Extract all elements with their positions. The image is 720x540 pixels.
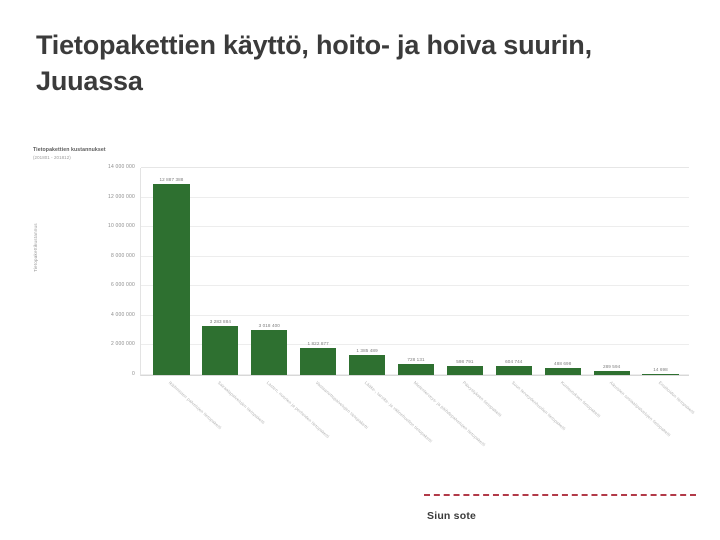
y-axis-tick-label: 14 000 000 — [107, 164, 135, 170]
x-axis-label-slot: Lasten, nuorten ja perheiden tietopakett… — [244, 378, 330, 448]
bar-item[interactable]: 3 018 400 — [245, 168, 294, 375]
y-axis-title: Tietopakettikustannus — [33, 223, 38, 272]
bar-value-label: 604 744 — [505, 359, 523, 365]
x-axis-label-slot: Vastaanottopalvelujen tietopaketti — [293, 378, 369, 448]
gridline: 10 000 000 — [108, 223, 689, 229]
plot-area: 14 000 000 12 000 000 10 000 000 8 000 000 6… — [108, 164, 689, 377]
bar-rect[interactable] — [642, 374, 679, 375]
gridline: 2 000 000 — [111, 341, 689, 347]
bar-rect[interactable] — [397, 364, 435, 375]
y-axis-tick-label: 8 000 000 — [110, 252, 135, 259]
x-axis-label-slot: Päivystyksen tietopaketti — [440, 378, 502, 448]
x-axis-label-slot: Kuntoutuksen tietopaketti — [538, 378, 601, 448]
bar-rect[interactable] — [348, 354, 386, 375]
bar-rect[interactable] — [300, 348, 337, 375]
bar-value-label: 14 698 — [653, 367, 668, 373]
bar-rect[interactable] — [495, 366, 532, 375]
bar-rect[interactable] — [446, 366, 483, 375]
bar-item[interactable]: 289 594 — [587, 168, 636, 375]
chart-subtitle: (201801 - 201812) — [33, 155, 71, 160]
x-axis-label-slot: Suun terveydenhuollon tietopaketti — [489, 378, 566, 448]
x-axis-label-slot: Ensihoidon tietopaketti — [636, 378, 695, 448]
bar-item[interactable]: 3 283 884 — [196, 168, 245, 375]
bar-item[interactable]: 12 887 388 — [147, 168, 196, 375]
bar-value-label: 12 887 388 — [159, 177, 184, 183]
y-axis-tick-label: 4 000 000 — [110, 311, 135, 318]
bar-value-label: 3 283 884 — [209, 319, 232, 325]
bar-rect[interactable] — [202, 326, 239, 375]
bar-value-label: 488 698 — [554, 360, 572, 366]
gridline: 6 000 000 — [111, 282, 689, 288]
bar-value-label: 1 822 877 — [307, 341, 329, 347]
y-axis-tick-label: 12 000 000 — [107, 193, 135, 200]
bar-item[interactable]: 604 744 — [489, 168, 538, 375]
bar-series: 12 887 388 3 283 884 3 018 400 1 822 877 1 3… — [141, 168, 689, 375]
footer-brand: Siun sote — [427, 510, 477, 522]
y-axis-tick-label: 0 — [132, 371, 135, 377]
gridline: 12 000 000 — [108, 194, 689, 200]
chart-container: Tietopakettien kustannukset (201801 - 20… — [25, 142, 697, 452]
bar-item[interactable]: 488 698 — [538, 168, 587, 375]
page-title: Tietopakettien käyttö, hoito- ja hoiva s… — [36, 30, 592, 96]
x-axis-label-slot: Lääke-, tarvike- ja välinehuollon tietop… — [342, 378, 433, 448]
bar-rect[interactable] — [153, 184, 190, 375]
x-axis-label-slot: Ikäihmisten palvelujen tietopaketti — [146, 378, 222, 448]
bar-item[interactable]: 1 385 489 — [343, 168, 392, 375]
x-axis-label-slot: Sairaalapalvelujen tietopaketti — [195, 378, 265, 448]
bar-value-label: 1 385 489 — [356, 347, 378, 353]
y-axis-tick-label: 6 000 000 — [110, 282, 135, 289]
x-axis-tick-label: Ensihoidon tietopaketti — [657, 380, 696, 415]
bar-item[interactable]: 728 131 — [392, 168, 441, 375]
bar-value-label: 728 131 — [407, 357, 425, 363]
gridline: 4 000 000 — [111, 312, 689, 318]
footer-divider — [424, 494, 696, 496]
bar-rect[interactable] — [544, 367, 581, 375]
gridline: 8 000 000 — [111, 253, 689, 259]
bar-item[interactable]: 1 822 877 — [294, 168, 343, 375]
y-axis-tick-label: 10 000 000 — [107, 223, 135, 230]
bar-item[interactable]: 598 791 — [440, 168, 489, 375]
bar-rect[interactable] — [593, 370, 630, 375]
bar-item[interactable]: 14 698 — [636, 168, 685, 375]
x-axis-label-slot: Mielenterveys- ja päihdepalvelujen tieto… — [391, 378, 486, 448]
gridline: 14 000 000 — [108, 164, 689, 170]
y-axis-tick-label: 2 000 000 — [110, 341, 135, 348]
bar-value-label: 3 018 400 — [258, 323, 280, 329]
x-axis-labels: Ikäihmisten palvelujen tietopaketti Saira… — [140, 378, 695, 448]
chart-title: Tietopakettien kustannukset — [33, 147, 106, 153]
bar-value-label: 289 594 — [602, 363, 621, 369]
bar-rect[interactable] — [251, 330, 288, 375]
bar-value-label: 598 791 — [456, 359, 474, 365]
x-axis-label-slot: Aikuisten sosiaalipalvelujen tietopakett… — [587, 378, 671, 448]
